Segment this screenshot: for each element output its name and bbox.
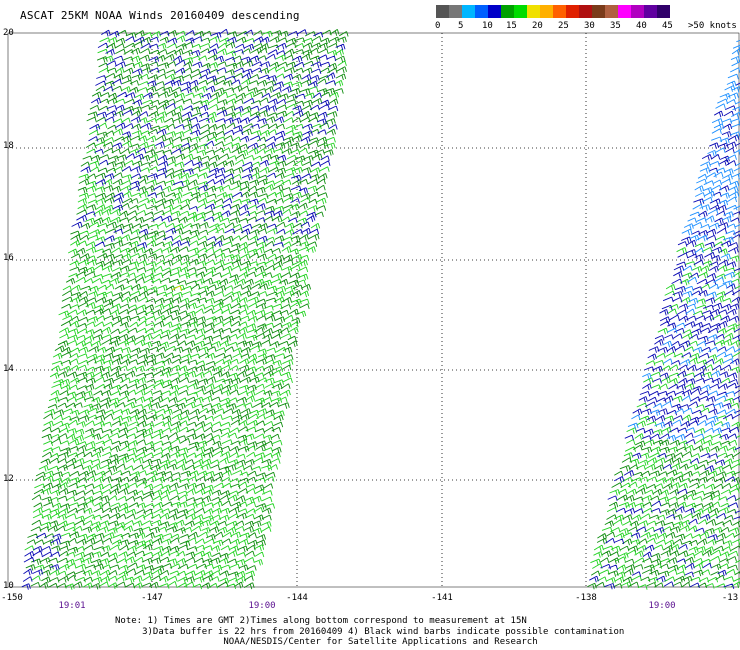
colorbar-swatch xyxy=(540,5,553,18)
lon-label: -150 xyxy=(1,593,23,603)
colorbar-swatch xyxy=(449,5,462,18)
colorbar-label: >50 knots xyxy=(688,21,737,31)
colorbar-swatch xyxy=(657,5,670,18)
colorbar-swatch xyxy=(579,5,592,18)
lat-label: 18 xyxy=(3,141,14,151)
colorbar-label: 5 xyxy=(458,21,464,31)
colorbar-label: 30 xyxy=(584,21,595,31)
colorbar-swatch xyxy=(514,5,527,18)
wind-barb-group-light-green xyxy=(24,30,740,590)
colorbar-label: 15 xyxy=(506,21,517,31)
lon-label: -144 xyxy=(286,593,308,603)
lat-label: 12 xyxy=(3,474,14,484)
colorbar-swatch xyxy=(462,5,475,18)
lon-label: -138 xyxy=(575,593,597,603)
note-line-1: Note: 1) Times are GMT 2)Times along bot… xyxy=(115,616,527,626)
lon-label: -13 xyxy=(721,593,739,603)
colorbar-label: 45 xyxy=(662,21,673,31)
wind-speed-colorbar xyxy=(436,5,670,18)
colorbar-swatch xyxy=(553,5,566,18)
colorbar-swatch xyxy=(436,5,449,18)
notes: Note: 1) Times are GMT 2)Times along bot… xyxy=(115,616,624,648)
wind-barb-group-blue xyxy=(21,28,740,590)
colorbar-swatch xyxy=(488,5,501,18)
colorbar-swatch xyxy=(644,5,657,18)
colorbar-swatch xyxy=(618,5,631,18)
lon-label: -141 xyxy=(431,593,453,603)
colorbar-swatch xyxy=(631,5,644,18)
colorbar-swatch xyxy=(475,5,488,18)
colorbar-swatch xyxy=(605,5,618,18)
note-line-2: 3)Data buffer is 22 hrs from 20160409 4)… xyxy=(115,626,625,637)
colorbar-label: 40 xyxy=(636,21,647,31)
lon-label: -147 xyxy=(141,593,163,603)
colorbar-labels: 0 5 10 15 20 25 30 35 40 45 >50 knots xyxy=(430,21,740,33)
colorbar-swatch xyxy=(527,5,540,18)
wind-barb-group-yellow xyxy=(171,285,182,292)
colorbar-swatch xyxy=(592,5,605,18)
lat-label: 20 xyxy=(3,28,14,38)
swath-time-label: 19:00 xyxy=(248,601,276,611)
lat-label: 10 xyxy=(3,581,14,591)
map-frame xyxy=(7,32,740,588)
wind-barb-group-dark-green xyxy=(25,29,740,590)
colorbar-swatch xyxy=(566,5,579,18)
lat-label: 16 xyxy=(3,253,14,263)
wind-barbs xyxy=(21,28,740,590)
swath-time-label: 19:00 xyxy=(648,601,676,611)
colorbar-label: 25 xyxy=(558,21,569,31)
colorbar-swatch xyxy=(501,5,514,18)
colorbar-label: 35 xyxy=(610,21,621,31)
colorbar-label: 0 xyxy=(435,21,441,31)
map-title: ASCAT 25KM NOAA Winds 20160409 descendin… xyxy=(20,9,300,22)
colorbar-label: 10 xyxy=(482,21,493,31)
swath-time-label: 19:01 xyxy=(58,601,86,611)
note-line-3: NOAA/NESDIS/Center for Satellite Applica… xyxy=(115,637,538,647)
lat-label: 14 xyxy=(3,364,14,374)
colorbar-label: 20 xyxy=(532,21,543,31)
